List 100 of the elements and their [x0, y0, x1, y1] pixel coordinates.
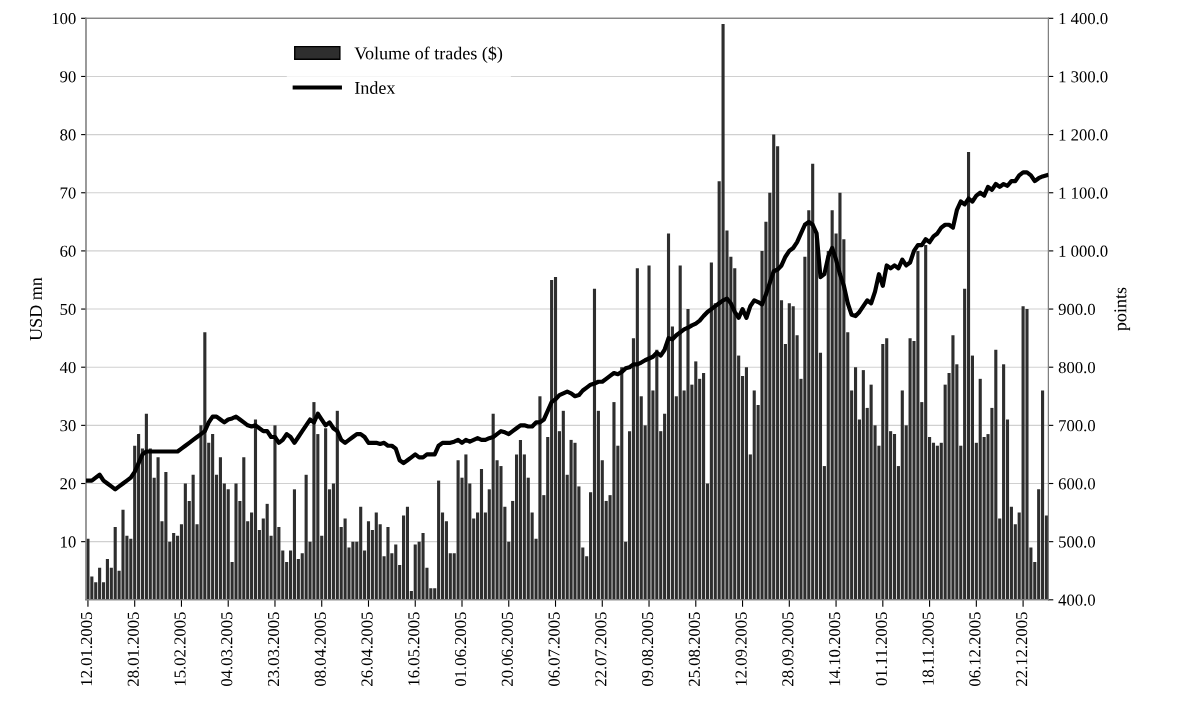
bar [137, 434, 141, 600]
bar [312, 402, 316, 600]
bar [405, 506, 410, 600]
bar [550, 279, 554, 600]
bar [538, 396, 542, 600]
bar [811, 163, 815, 600]
legend-label: Volume of trades ($) [354, 46, 503, 64]
bar [386, 527, 390, 600]
bar [335, 410, 339, 600]
bar [686, 309, 690, 600]
bar [113, 527, 117, 600]
bar [709, 262, 713, 600]
bar [98, 567, 102, 600]
x-tick-label: 08.04.2005 [314, 612, 326, 686]
y-tick-label: 30 [60, 420, 76, 432]
bar [569, 439, 573, 600]
bar [366, 521, 371, 600]
bar [924, 245, 928, 600]
bar [861, 370, 865, 600]
bar [978, 378, 982, 600]
bar [421, 532, 425, 600]
bar [191, 474, 195, 600]
bar [678, 265, 682, 600]
y2-tick-label: 1 400.0 [1059, 13, 1108, 25]
bar [304, 474, 308, 600]
x-tick-label: 01.11.2005 [875, 612, 888, 686]
y2-tick-label: 1 100.0 [1059, 187, 1108, 199]
bar [916, 250, 920, 600]
y-tick-label: 40 [59, 361, 76, 374]
bar [324, 428, 328, 600]
y-tick-label: 80 [60, 129, 76, 141]
x-tick-label: 12.09.2005 [735, 612, 747, 686]
bar [456, 460, 460, 600]
x-tick-label: 28.09.2005 [782, 612, 794, 686]
y2-tick-label: 900.0 [1058, 303, 1096, 316]
bar [1041, 390, 1045, 600]
bar [791, 306, 795, 600]
bar [966, 152, 971, 600]
bar [86, 538, 90, 600]
bar [994, 349, 998, 600]
bar [1002, 364, 1006, 600]
x-tick-label: 20.06.2005 [501, 612, 513, 686]
bar [242, 457, 246, 600]
bar [869, 384, 873, 600]
y2-axis-title: points [1114, 287, 1131, 331]
bar [144, 413, 148, 600]
x-tick-label: 04.03.2005 [221, 612, 233, 686]
x-tick-label: 26.04.2005 [361, 612, 373, 686]
bar [464, 454, 468, 600]
bar [394, 544, 398, 600]
bar [203, 332, 207, 600]
bar [721, 24, 725, 600]
bar [838, 192, 842, 600]
x-tick-label: 16.05.2005 [408, 612, 420, 686]
x-tick-label: 09.08.2005 [641, 612, 654, 686]
x-tick-label: 28.01.2005 [127, 612, 139, 686]
bar [951, 335, 955, 600]
bar [573, 442, 577, 600]
bar [592, 288, 597, 600]
bar [744, 367, 748, 600]
x-tick-label: 23.03.2005 [267, 612, 280, 686]
bar [655, 349, 659, 600]
bar [908, 338, 912, 600]
y-tick-label: 70 [60, 187, 76, 199]
y2-tick-label: 1 300.0 [1059, 71, 1108, 83]
y-axis-title: USD mn [29, 277, 43, 341]
y2-tick-label: 600.0 [1058, 478, 1096, 490]
bar [885, 338, 889, 600]
bar [935, 445, 939, 600]
x-tick-label: 18.11.2005 [922, 612, 934, 685]
bar [830, 210, 834, 600]
y2-tick-label: 800.0 [1058, 361, 1096, 374]
bar [479, 468, 484, 600]
line-series [85, 170, 1049, 492]
y-tick-label: 90 [60, 71, 76, 83]
legend-label: Index [354, 81, 396, 94]
bar [172, 532, 176, 600]
y2-tick-label: 1 200.0 [1059, 129, 1108, 141]
bar [374, 512, 378, 600]
bar [105, 559, 109, 600]
bar [359, 506, 363, 600]
bar [561, 410, 565, 600]
bar [265, 503, 269, 600]
bar [702, 373, 706, 600]
bar [253, 419, 258, 600]
bar [772, 134, 776, 600]
bar [853, 367, 858, 600]
x-tick-label: 25.08.2005 [688, 612, 701, 686]
bar [437, 480, 441, 600]
bar [553, 277, 558, 600]
bar [694, 361, 698, 600]
bar [156, 457, 160, 600]
bar [211, 434, 215, 600]
y-tick-label: 20 [60, 478, 76, 490]
bar [1025, 309, 1029, 600]
x-tick-label: 14.10.2005 [828, 612, 841, 686]
y-tick-label: 10 [61, 536, 76, 548]
x-tick-label: 22.12.2005 [1016, 612, 1028, 686]
bar [647, 265, 651, 600]
bar [234, 483, 238, 600]
